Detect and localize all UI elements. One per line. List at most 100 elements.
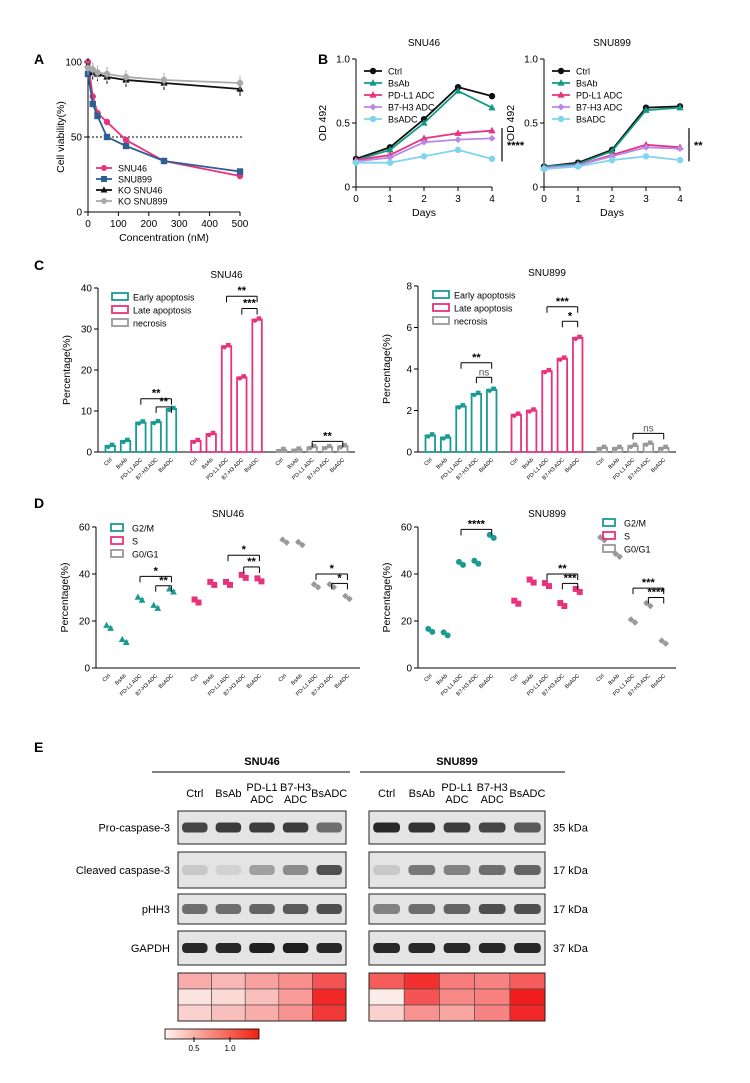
B-point <box>488 103 496 111</box>
D-SNU899-point <box>471 557 478 564</box>
E-heatmap-cell <box>211 988 246 1006</box>
D-SNU46-significance-label: ** <box>159 575 168 587</box>
C-SNU899-x-tick-label: Ctrl <box>423 457 433 467</box>
A-point <box>94 69 101 76</box>
E-lane-label: PD-L1 <box>441 782 472 794</box>
D-SNU46-point <box>122 638 130 645</box>
D-SNU899-x-tick-label: BsADC <box>650 673 667 690</box>
E-blot-band <box>249 865 275 875</box>
C-SNU899-replicate-point <box>430 432 435 437</box>
B-point <box>454 146 462 154</box>
C-SNU46-replicate-point <box>106 444 111 450</box>
B2-y-tick-label: 0 <box>532 183 538 194</box>
C-SNU46-x-tick-label: Ctrl <box>103 457 113 467</box>
C-SNU899-bar <box>556 357 569 453</box>
C-SNU899-x-tick-label: BsAb <box>608 457 622 471</box>
C-SNU46-replicate-point <box>121 439 126 445</box>
A-y-tick-label: 100 <box>65 58 82 69</box>
D-SNU46-significance-label: * <box>242 544 247 556</box>
D-SNU899-point <box>647 602 654 610</box>
B-point <box>488 134 496 142</box>
D-SNU899-point <box>460 561 467 568</box>
A-legend-marker <box>100 186 108 193</box>
D-SNU899-point <box>475 560 482 567</box>
A-point <box>122 136 130 144</box>
D-SNU46-point <box>134 593 142 600</box>
D-SNU46-point <box>314 584 322 591</box>
C-SNU899-legend-label: Early apoptosis <box>454 291 516 301</box>
E-heatmap-cell <box>312 972 347 990</box>
E-blot-band <box>282 904 309 914</box>
C-SNU899-x-tick-label: BsADC <box>650 457 667 474</box>
C-SNU899-replicate-point <box>426 434 431 439</box>
D-SNU46-legend-label: G2/M <box>132 524 154 534</box>
C-SNU899-legend-swatch <box>432 303 450 312</box>
C-SNU46-y-tick-label: 10 <box>81 407 93 418</box>
B-point <box>488 155 496 163</box>
E-heatmap-cell <box>211 972 246 990</box>
C-SNU899-replicate-point <box>546 367 552 373</box>
B-legend-marker <box>369 79 377 86</box>
D-SNU899-x-tick-label: BsAb <box>522 673 536 687</box>
B-legend-label: Ctrl <box>576 67 590 77</box>
E-blot-band <box>182 943 208 953</box>
A-legend-label: SNU899 <box>118 175 152 185</box>
B-y-axis-title: OD 492 <box>317 105 329 141</box>
E-blot-band <box>182 822 208 833</box>
E-blot-band <box>215 943 242 953</box>
B-point <box>608 156 616 164</box>
A-point <box>160 157 168 165</box>
E-heatmap-cell <box>509 1004 546 1022</box>
B-point <box>642 153 650 160</box>
panel-label-C: C <box>34 257 44 273</box>
A-x-tick-label: 500 <box>232 219 249 230</box>
D-SNU46-x-tick-label: BsADC <box>246 673 263 690</box>
E-lane-label: B7-H3 <box>477 782 508 794</box>
D-SNU46-point <box>299 541 306 549</box>
D-SNU46-point <box>138 596 146 603</box>
E-heatmap-cell <box>509 988 546 1006</box>
E-heatmap-cell <box>244 988 280 1006</box>
E-heatmap-frame <box>368 972 546 1022</box>
C-SNU899-significance-label: *** <box>556 296 570 308</box>
B-legend-marker <box>557 67 565 75</box>
C-SNU46-significance-label: ** <box>152 388 161 400</box>
B-legend-label: BsADC <box>388 115 418 125</box>
D-SNU899-x-tick-label: Ctrl <box>509 673 519 683</box>
D-SNU899-x-tick-label: BsAb <box>436 673 450 687</box>
B-x-tick-label: 4 <box>677 194 683 205</box>
B-legend-label: BsAb <box>388 79 410 89</box>
C-SNU899-replicate-point <box>441 436 446 441</box>
E-blot-band <box>182 904 208 914</box>
E-row-label: pHH3 <box>142 904 170 916</box>
D-SNU46-point <box>211 581 218 588</box>
E-heatmap-cell <box>368 1004 405 1022</box>
A-legend-label: KO SNU46 <box>118 186 163 196</box>
E-lane-label: BsADC <box>311 788 347 800</box>
E-blot-band <box>282 943 309 953</box>
C-SNU46-legend-swatch <box>111 318 129 327</box>
D-SNU46-legend-swatch <box>110 549 124 558</box>
D-SNU46-point <box>283 539 290 546</box>
C-SNU46-replicate-point <box>211 430 216 436</box>
B-legend-marker <box>557 115 565 123</box>
C-SNU899-replicate-point <box>491 386 496 391</box>
A-point <box>122 142 130 150</box>
E-heatmap-cell <box>403 1004 440 1022</box>
B-y-axis-title: OD 492 <box>505 105 517 141</box>
B-legend-marker <box>369 115 377 123</box>
D-SNU899-significance-label: **** <box>468 518 486 530</box>
C-SNU46-replicate-point <box>307 445 313 451</box>
D-SNU46-point <box>258 578 265 585</box>
C-SNU46-bar <box>135 421 147 453</box>
C-SNU899-replicate-point <box>632 442 638 447</box>
A-y-tick-label: 0 <box>76 208 82 219</box>
D-SNU899-point <box>561 603 568 610</box>
B-legend-label: BsAb <box>576 79 598 89</box>
E-heatmap-cell <box>278 1004 313 1022</box>
E-lane-label: BsAb <box>409 788 435 800</box>
D-SNU899-point <box>530 579 537 586</box>
C-SNU46-bar <box>165 408 178 453</box>
E-heatmap-cell <box>474 988 511 1006</box>
C-SNU46-replicate-point <box>171 405 176 411</box>
